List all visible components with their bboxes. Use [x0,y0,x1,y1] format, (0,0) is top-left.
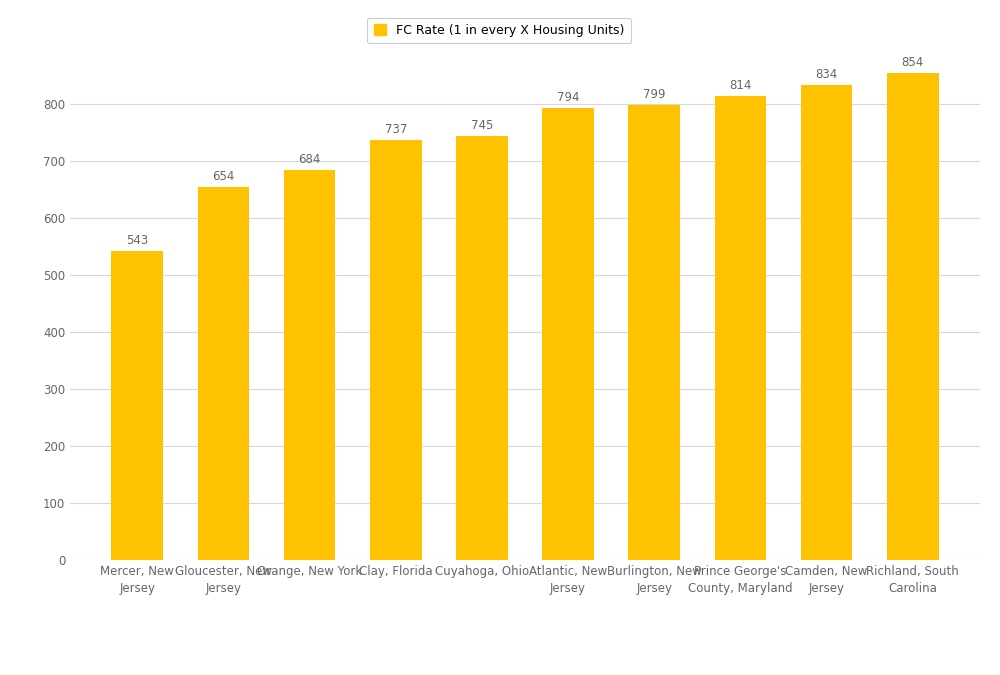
Text: 737: 737 [385,123,407,136]
Bar [887,74,939,560]
Legend: FC Rate (1 in every X Housing Units): FC Rate (1 in every X Housing Units) [367,18,631,43]
Bar [542,108,594,560]
Text: 684: 684 [298,153,321,166]
Text: 794: 794 [557,90,579,104]
Bar [801,85,852,560]
Text: 814: 814 [729,79,752,92]
Text: 654: 654 [212,171,235,184]
Bar [456,136,508,560]
Text: 834: 834 [815,68,838,81]
Text: 799: 799 [643,88,666,101]
Bar [111,250,163,560]
Text: 745: 745 [471,119,493,132]
Bar [370,140,422,560]
Text: 543: 543 [126,234,148,247]
Bar [628,105,680,560]
Bar [198,188,249,560]
Text: 854: 854 [902,57,924,70]
Bar [715,97,766,560]
Bar [284,170,335,560]
